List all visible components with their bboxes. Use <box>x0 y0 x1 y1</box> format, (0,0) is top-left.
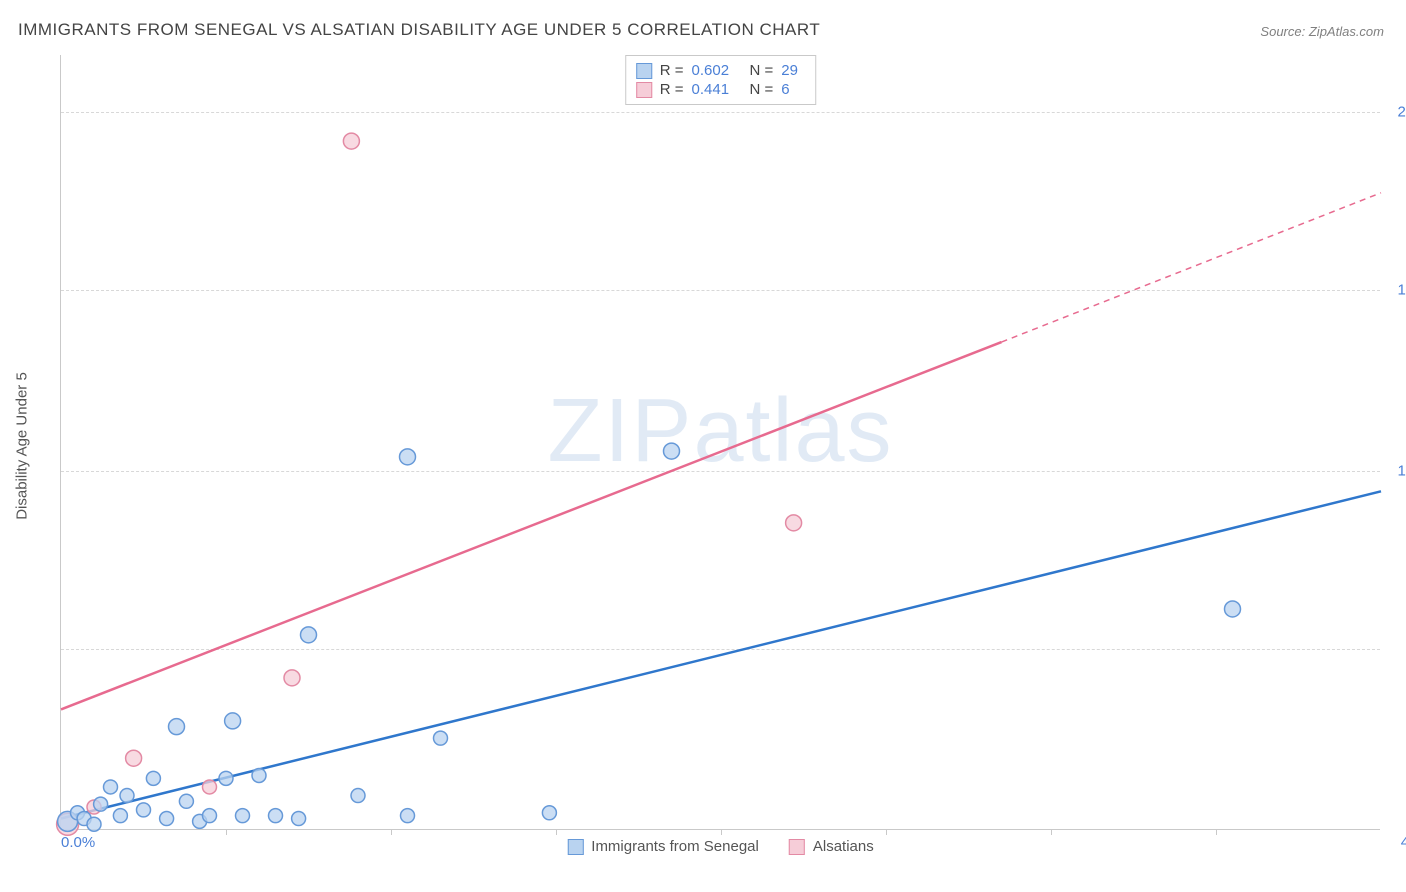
data-point <box>94 797 108 811</box>
legend-row: R = 0.602 N = 29 <box>636 62 806 79</box>
data-point <box>219 771 233 785</box>
data-point <box>225 713 241 729</box>
data-point <box>169 719 185 735</box>
source-value: ZipAtlas.com <box>1309 24 1384 39</box>
data-point <box>104 780 118 794</box>
data-point <box>664 443 680 459</box>
data-point <box>160 812 174 826</box>
data-point <box>146 771 160 785</box>
plot-area: ZIPatlas 6.3%12.5%18.8%25.0% R =0.602N =… <box>60 55 1380 830</box>
x-tick <box>1051 829 1052 835</box>
legend-bottom-item: Immigrants from Senegal <box>567 838 759 855</box>
data-point <box>269 809 283 823</box>
data-point <box>301 627 317 643</box>
data-point <box>179 794 193 808</box>
source-attribution: Source: ZipAtlas.com <box>1260 24 1384 39</box>
legend-r-value: 0.602 <box>692 62 742 79</box>
x-tick <box>886 829 887 835</box>
data-point <box>120 789 134 803</box>
data-point <box>351 789 365 803</box>
legend-n-label: N = <box>750 81 774 98</box>
data-point <box>284 670 300 686</box>
data-point <box>113 809 127 823</box>
x-tick <box>721 829 722 835</box>
y-tick-label: 6.3% <box>1385 641 1406 658</box>
legend-row: R = 0.441 N = 6 <box>636 81 806 98</box>
legend-swatch <box>636 82 652 98</box>
trend-line <box>61 342 1002 709</box>
x-tick <box>1216 829 1217 835</box>
data-point <box>292 812 306 826</box>
x-tick <box>226 829 227 835</box>
data-point <box>401 809 415 823</box>
chart-title: IMMIGRANTS FROM SENEGAL VS ALSATIAN DISA… <box>18 20 820 40</box>
y-axis-label: Disability Age Under 5 <box>14 372 31 520</box>
legend-series-label: Alsatians <box>813 838 874 855</box>
legend-swatch <box>567 839 583 855</box>
source-label: Source: <box>1260 24 1305 39</box>
data-point <box>203 780 217 794</box>
plot-svg <box>61 55 1380 829</box>
data-point <box>137 803 151 817</box>
legend-swatch <box>636 63 652 79</box>
x-tick <box>556 829 557 835</box>
y-tick-label: 25.0% <box>1385 104 1406 121</box>
x-origin-label: 0.0% <box>61 834 95 851</box>
data-point <box>786 515 802 531</box>
data-point <box>87 817 101 831</box>
data-point <box>434 731 448 745</box>
legend-n-value: 6 <box>781 81 805 98</box>
legend-r-value: 0.441 <box>692 81 742 98</box>
legend-n-label: N = <box>750 62 774 79</box>
legend-series-label: Immigrants from Senegal <box>591 838 759 855</box>
data-point <box>126 750 142 766</box>
legend-r-label: R = <box>660 81 684 98</box>
legend-bottom-item: Alsatians <box>789 838 874 855</box>
y-tick-label: 18.8% <box>1385 282 1406 299</box>
correlation-chart: IMMIGRANTS FROM SENEGAL VS ALSATIAN DISA… <box>0 0 1406 892</box>
legend-top: R = 0.602 N = 29 R = 0.441 N = 6 <box>625 55 817 105</box>
data-point <box>542 806 556 820</box>
x-end-label: 4.0% <box>1385 834 1406 851</box>
data-point <box>236 809 250 823</box>
trend-line <box>1002 193 1382 342</box>
legend-swatch <box>789 839 805 855</box>
legend-n-value: 29 <box>781 62 805 79</box>
legend-bottom: Immigrants from Senegal Alsatians <box>567 838 873 855</box>
data-point <box>203 809 217 823</box>
data-point <box>400 449 416 465</box>
data-point <box>343 133 359 149</box>
data-point <box>252 768 266 782</box>
y-tick-label: 12.5% <box>1385 463 1406 480</box>
x-tick <box>391 829 392 835</box>
legend-r-label: R = <box>660 62 684 79</box>
data-point <box>1225 601 1241 617</box>
